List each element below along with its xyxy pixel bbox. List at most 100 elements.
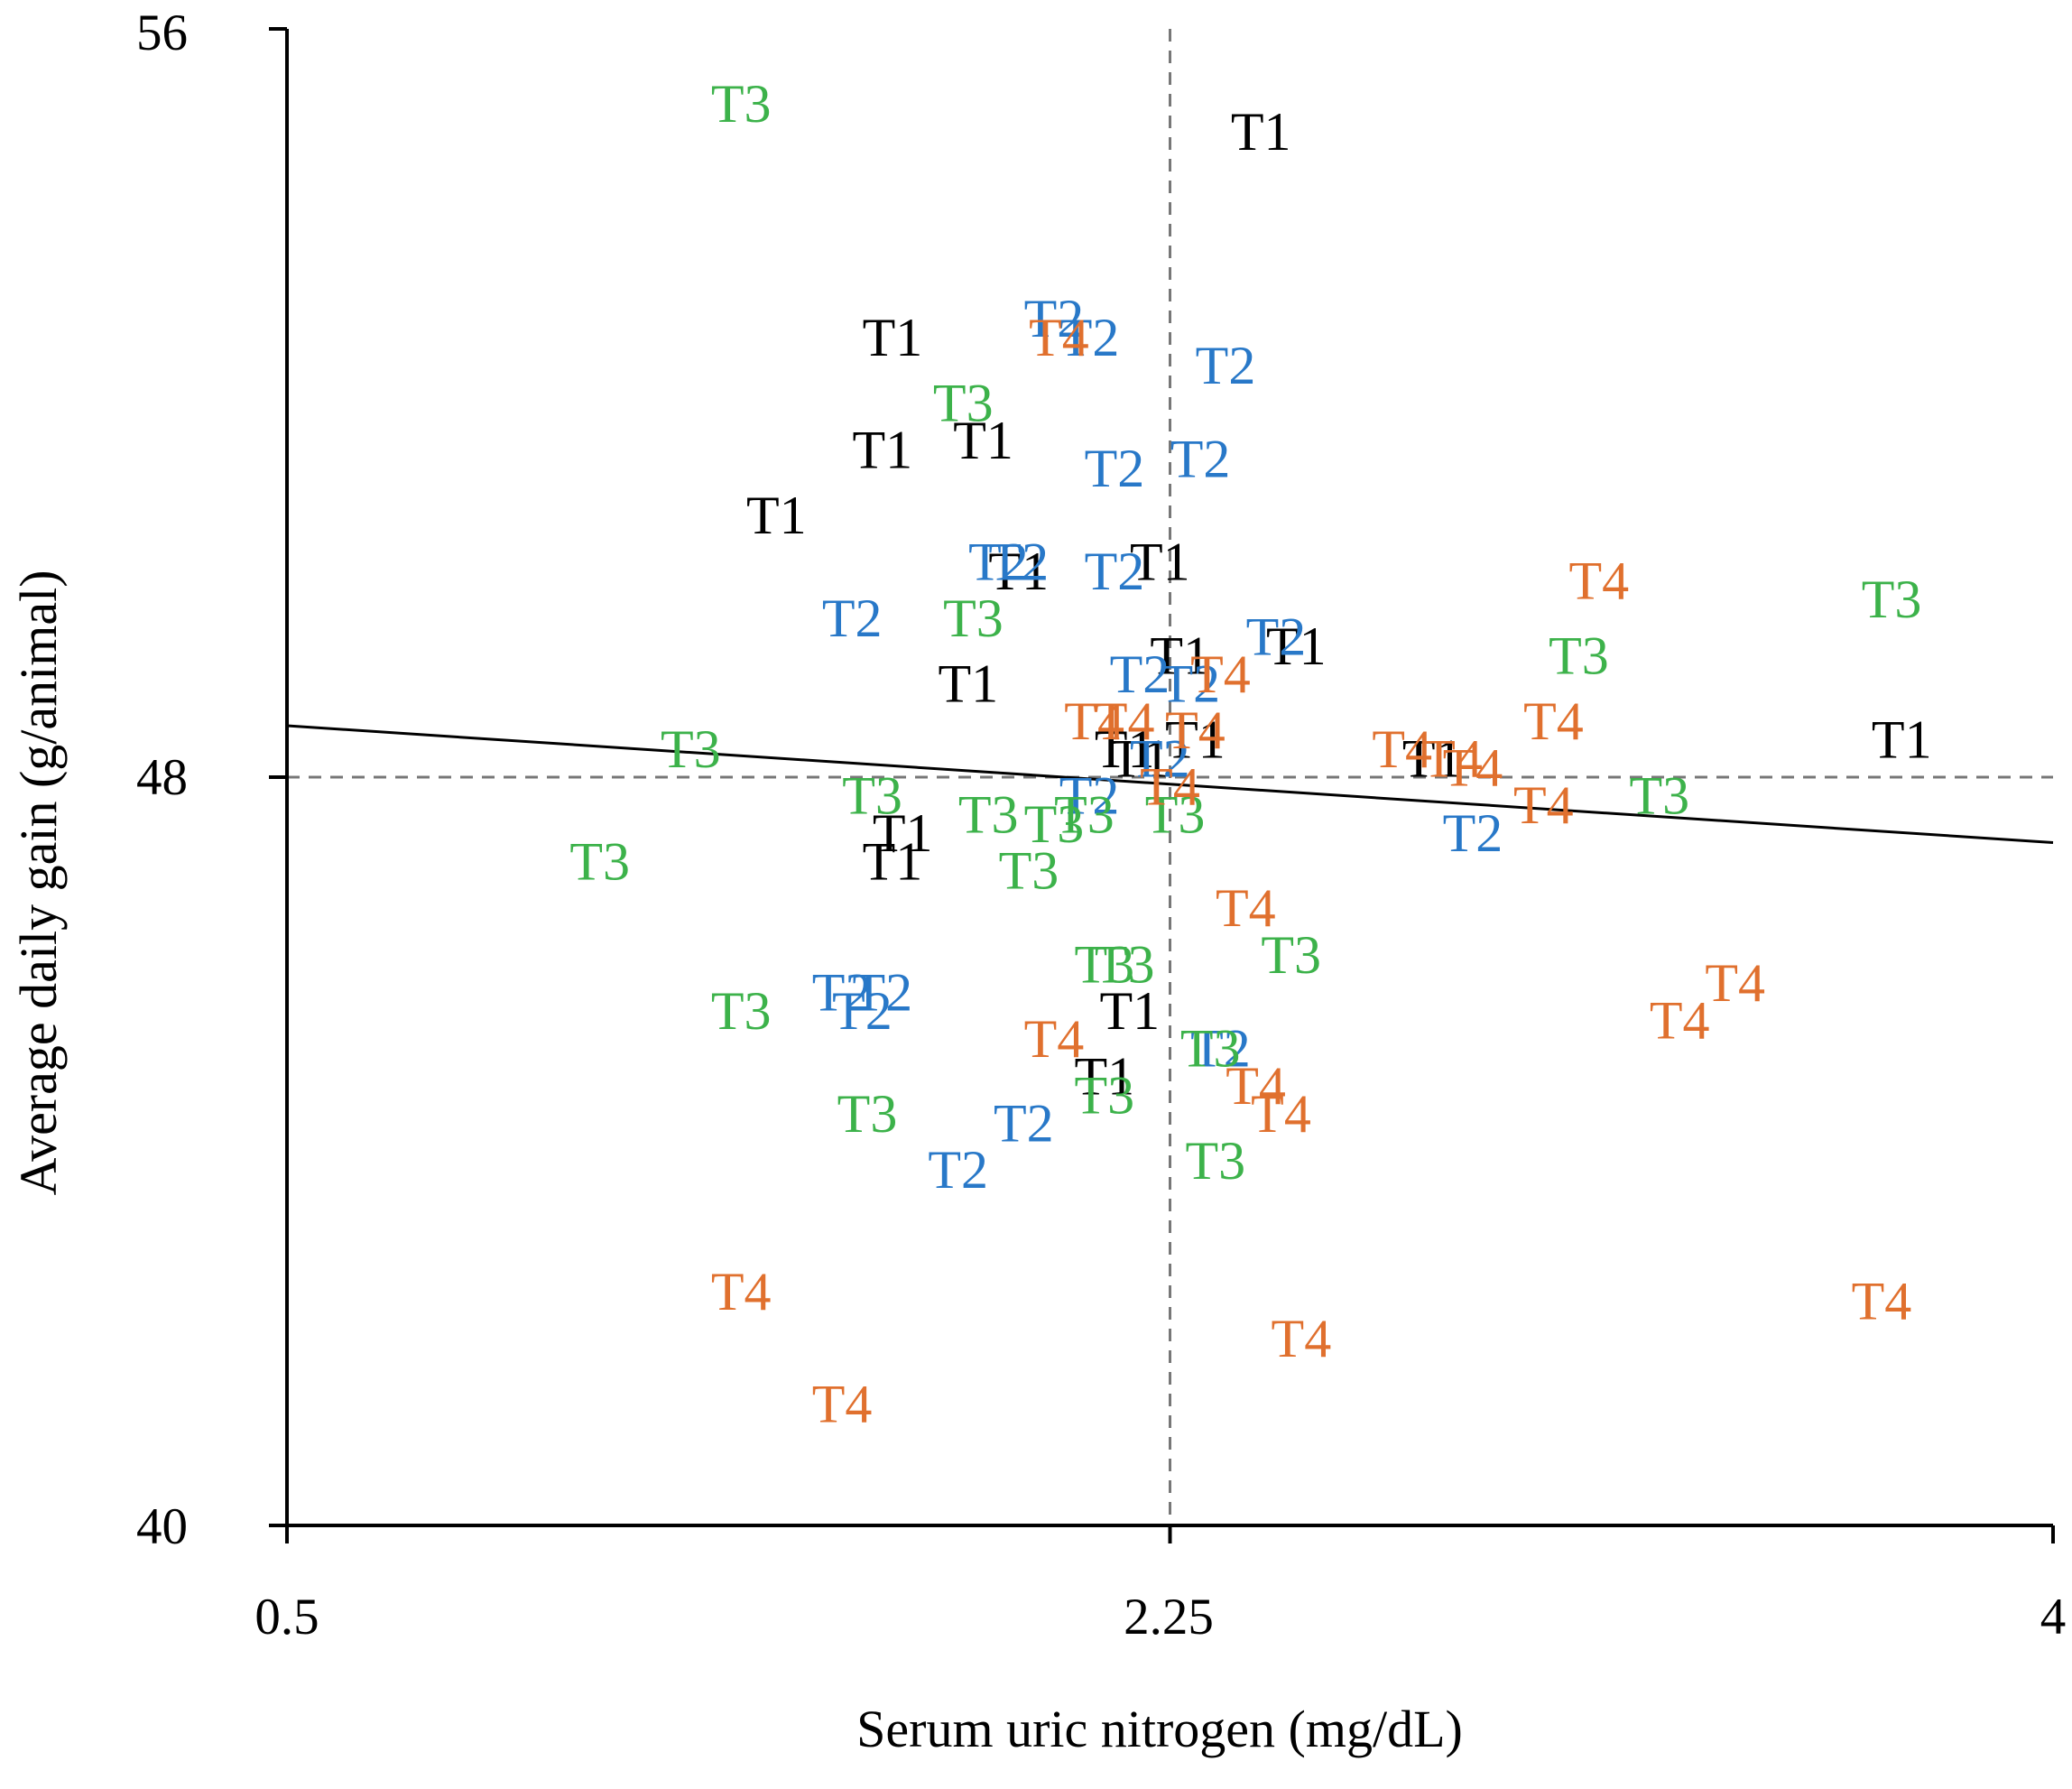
point-label-t4-16: T4	[1226, 1056, 1286, 1116]
point-label-t2-1: T2	[1059, 308, 1120, 367]
point-label-t2-11: T2	[1161, 653, 1221, 713]
point-label-t3-11: T3	[1630, 766, 1690, 826]
point-label-t2-18: T2	[994, 1093, 1054, 1153]
point-label-t3-13: T3	[999, 841, 1059, 901]
point-label-t3-2: T3	[943, 589, 1004, 648]
y-axis-title: Average daily gain (g/animal)	[9, 570, 68, 1195]
point-label-t4-2: T4	[1190, 644, 1251, 704]
point-label-t3-21: T3	[1185, 1131, 1245, 1191]
point-label-t4-15: T4	[1024, 1009, 1085, 1069]
trendline	[286, 724, 2054, 845]
trendline-group	[286, 724, 2054, 845]
point-label-t3-5: T3	[661, 719, 721, 779]
point-label-t4-21: T4	[1272, 1309, 1332, 1368]
point-label-t2-9: T2	[1246, 607, 1307, 667]
point-label-t2-16: T2	[852, 962, 912, 1022]
point-label-t3-20: T3	[837, 1084, 898, 1144]
point-label-t4-17: T4	[1251, 1084, 1311, 1144]
x-tick-label-2.25: 2.25	[1124, 1589, 1214, 1645]
point-label-t2-2: T2	[1196, 336, 1256, 395]
point-label-t4-10: T4	[1140, 756, 1200, 816]
point-label-t4-20: T4	[1852, 1271, 1912, 1330]
point-label-t2-5: T2	[968, 533, 1029, 592]
x-tick-label-0.5: 0.5	[254, 1589, 319, 1645]
point-label-t3-1: T3	[933, 374, 994, 433]
point-label-t4-19: T4	[812, 1374, 873, 1433]
point-label-t2-7: T2	[1085, 542, 1145, 601]
point-label-t2-4: T2	[1170, 430, 1231, 489]
point-label-t1-15: T1	[873, 803, 933, 863]
point-label-t4-0: T4	[1029, 308, 1089, 367]
point-label-t2-6: T2	[988, 533, 1049, 592]
point-label-t1-1: T1	[863, 308, 923, 367]
point-label-t4-5: T4	[1165, 700, 1226, 760]
point-label-t3-12: T3	[569, 831, 630, 891]
point-label-t1-3: T1	[953, 411, 1013, 470]
point-label-t3-10: T3	[1145, 784, 1206, 844]
point-label-t2-20: T2	[1190, 1019, 1251, 1079]
point-label-t2-15: T2	[812, 962, 873, 1022]
point-label-t4-12: T4	[1216, 878, 1276, 938]
point-label-t1-7: T1	[939, 653, 999, 713]
tick-labels: 56 48 40 0.5 2.25 4	[136, 5, 2066, 1645]
y-tick-label-40: 40	[136, 1498, 188, 1555]
point-label-t1-8: T1	[1150, 626, 1210, 685]
point-label-t1-4: T1	[746, 486, 807, 545]
point-label-t2-0: T2	[1024, 289, 1085, 348]
point-label-t4-8: T4	[1422, 728, 1483, 788]
point-label-t4-9: T4	[1443, 738, 1503, 798]
point-label-t4-6: T4	[1523, 691, 1584, 751]
x-axis-title: Serum uric nitrogen (mg/dL)	[856, 1700, 1463, 1758]
point-label-t3-19: T3	[1074, 1065, 1134, 1125]
point-label-t4-1: T4	[1568, 551, 1629, 610]
point-label-t1-9: T1	[1266, 616, 1327, 676]
point-label-t2-12: T2	[1130, 728, 1190, 788]
point-label-t1-13: T1	[1110, 728, 1170, 788]
point-label-t4-4: T4	[1095, 691, 1155, 751]
point-label-t1-17: T1	[1099, 981, 1160, 1041]
point-label-t4-13: T4	[1705, 953, 1765, 1013]
point-label-t1-10: T1	[1402, 728, 1463, 788]
point-label-t4-7: T4	[1372, 719, 1432, 779]
point-label-t2-13: T2	[1059, 766, 1120, 826]
point-label-t1-16: T1	[863, 831, 923, 891]
point-label-t3-9: T3	[1024, 794, 1085, 854]
point-label-t4-18: T4	[711, 1262, 772, 1321]
point-label-t3-8: T3	[1054, 784, 1115, 844]
point-label-t3-15: T3	[1074, 934, 1134, 994]
point-label-t2-14: T2	[1443, 803, 1503, 863]
point-label-t3-17: T3	[711, 981, 772, 1041]
point-label-t3-4: T3	[1549, 626, 1609, 685]
point-label-t3-0: T3	[711, 74, 772, 134]
point-label-t4-3: T4	[1064, 691, 1124, 751]
point-label-t4-14: T4	[1650, 990, 1710, 1050]
point-label-t3-7: T3	[958, 784, 1019, 844]
point-label-t2-17: T2	[832, 981, 893, 1041]
point-label-t1-14: T1	[1165, 710, 1226, 770]
point-label-t2-19: T2	[928, 1140, 988, 1200]
point-label-t1-12: T1	[1095, 719, 1155, 779]
point-label-t1-6: T1	[988, 542, 1049, 601]
point-label-t1-5: T1	[1130, 533, 1190, 592]
y-tick-label-48: 48	[136, 749, 188, 806]
point-label-t3-14: T3	[1261, 925, 1321, 985]
point-label-t4-11: T4	[1513, 775, 1574, 835]
point-label-t3-18: T3	[1180, 1019, 1241, 1079]
point-label-t1-11: T1	[1872, 710, 1932, 770]
point-label-t1-18: T1	[1074, 1047, 1134, 1107]
point-label-t1-0: T1	[1231, 102, 1291, 162]
point-label-t3-6: T3	[842, 766, 902, 826]
axes	[269, 27, 2055, 1543]
reference-lines	[287, 29, 2053, 1525]
point-label-t3-3: T3	[1862, 570, 1922, 629]
point-label-t2-8: T2	[822, 589, 883, 648]
x-tick-label-4: 4	[2040, 1589, 2067, 1645]
y-tick-label-56: 56	[136, 5, 188, 61]
point-label-t1-2: T1	[852, 420, 912, 479]
point-label-t2-10: T2	[1110, 644, 1170, 704]
point-label-t2-3: T2	[1085, 439, 1145, 498]
point-label-t3-16: T3	[1095, 934, 1155, 994]
